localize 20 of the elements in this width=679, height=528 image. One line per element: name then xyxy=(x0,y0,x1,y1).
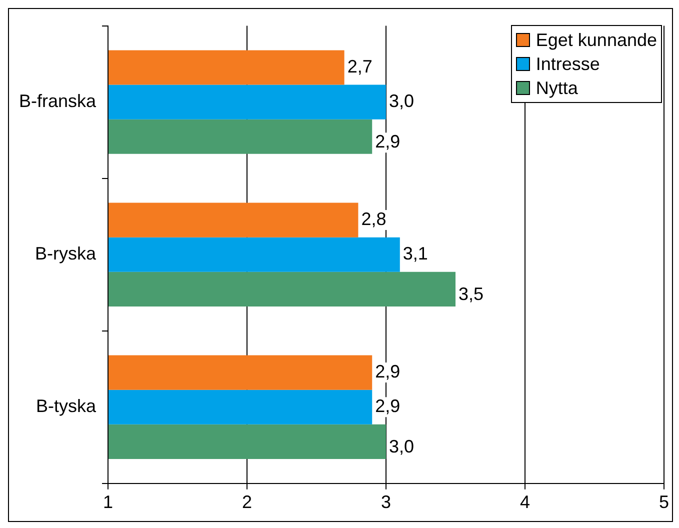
data-label: 3,0 xyxy=(389,436,414,457)
x-tick-label: 1 xyxy=(103,492,114,512)
x-tick-label: 4 xyxy=(520,492,530,512)
data-label: 3,5 xyxy=(458,284,484,304)
y-tick-label: B-tyska xyxy=(36,396,98,416)
x-tick-label: 3 xyxy=(381,492,392,512)
data-label: 3,1 xyxy=(402,244,428,264)
data-label: 3,0 xyxy=(389,91,414,112)
data-label: 2,9 xyxy=(375,362,400,382)
legend-label: Nytta xyxy=(536,77,578,100)
x-tick-label: 5 xyxy=(658,492,669,512)
data-label: 2,8 xyxy=(361,208,386,229)
y-tick-label: B-franska xyxy=(18,91,98,112)
y-tick-label: B-ryska xyxy=(35,244,98,264)
x-tick-label: 2 xyxy=(242,492,252,512)
legend-label: Intresse xyxy=(536,53,600,76)
legend-label: Eget kunnande xyxy=(536,29,657,52)
data-label: 2,7 xyxy=(347,56,372,76)
data-label: 2,9 xyxy=(375,132,400,152)
data-label: 2,9 xyxy=(375,396,400,416)
